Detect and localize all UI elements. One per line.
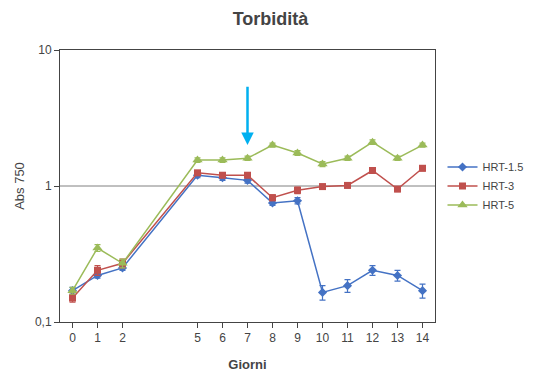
svg-text:1: 1 [45, 179, 52, 193]
svg-text:2: 2 [119, 331, 126, 345]
svg-text:0: 0 [69, 331, 76, 345]
svg-text:7: 7 [244, 331, 251, 345]
svg-text:13: 13 [391, 331, 405, 345]
svg-text:Torbidità: Torbidità [233, 9, 310, 29]
svg-text:14: 14 [416, 331, 430, 345]
svg-text:10: 10 [38, 43, 52, 57]
svg-text:HRT-3: HRT-3 [483, 180, 515, 192]
svg-text:8: 8 [269, 331, 276, 345]
svg-text:Giorni: Giorni [228, 357, 266, 372]
svg-text:9: 9 [294, 331, 301, 345]
svg-text:0,1: 0,1 [35, 315, 52, 329]
svg-text:Abs 750: Abs 750 [12, 162, 27, 210]
svg-text:HRT-5: HRT-5 [483, 199, 515, 211]
svg-text:11: 11 [341, 331, 354, 345]
svg-text:HRT-1.5: HRT-1.5 [483, 161, 524, 173]
svg-text:1: 1 [94, 331, 101, 345]
svg-text:5: 5 [194, 331, 201, 345]
svg-text:10: 10 [316, 331, 330, 345]
svg-text:12: 12 [366, 331, 380, 345]
svg-text:6: 6 [219, 331, 226, 345]
